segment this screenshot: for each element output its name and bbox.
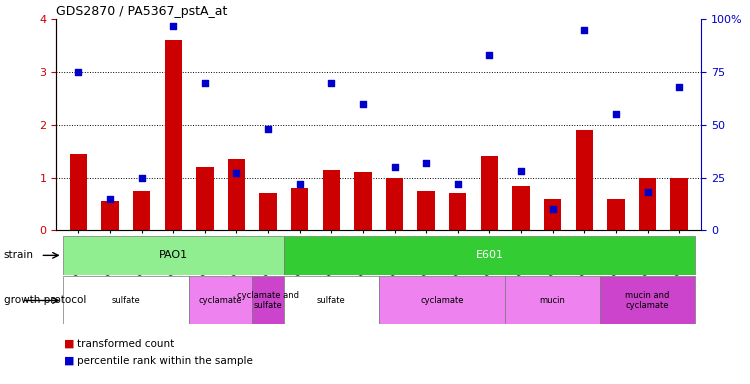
Text: GDS2870 / PA5367_pstA_at: GDS2870 / PA5367_pstA_at: [56, 5, 228, 18]
Point: [294, 181, 306, 187]
Bar: [481, 157, 498, 230]
Point: [230, 170, 242, 177]
Text: sulfate: sulfate: [317, 296, 346, 305]
Bar: [379, 276, 506, 324]
Bar: [252, 276, 284, 324]
Point: [641, 189, 653, 195]
Bar: [608, 199, 625, 230]
Text: PAO1: PAO1: [159, 250, 188, 260]
Bar: [101, 201, 118, 230]
Bar: [284, 236, 695, 275]
Point: [104, 196, 116, 202]
Text: cyclamate: cyclamate: [199, 296, 242, 305]
Bar: [449, 194, 466, 230]
Text: ■: ■: [64, 339, 78, 349]
Bar: [62, 276, 189, 324]
Point: [388, 164, 400, 170]
Point: [420, 160, 432, 166]
Point: [547, 206, 559, 212]
Bar: [544, 199, 561, 230]
Text: E601: E601: [476, 250, 503, 260]
Bar: [284, 276, 379, 324]
Point: [167, 23, 179, 29]
Bar: [512, 185, 529, 230]
Point: [262, 126, 274, 132]
Bar: [600, 276, 695, 324]
Bar: [164, 40, 182, 230]
Point: [673, 84, 685, 90]
Point: [452, 181, 464, 187]
Bar: [670, 177, 688, 230]
Point: [357, 101, 369, 107]
Bar: [260, 194, 277, 230]
Point: [136, 174, 148, 181]
Bar: [506, 276, 600, 324]
Bar: [639, 177, 656, 230]
Text: percentile rank within the sample: percentile rank within the sample: [77, 356, 253, 366]
Bar: [575, 130, 593, 230]
Point: [578, 27, 590, 33]
Point: [484, 52, 496, 58]
Point: [326, 79, 338, 86]
Bar: [228, 159, 245, 230]
Text: growth protocol: growth protocol: [4, 295, 86, 306]
Bar: [62, 236, 284, 275]
Text: cyclamate and
sulfate: cyclamate and sulfate: [237, 291, 299, 310]
Text: cyclamate: cyclamate: [420, 296, 464, 305]
Bar: [70, 154, 87, 230]
Point: [73, 69, 85, 75]
Bar: [418, 191, 435, 230]
Text: mucin: mucin: [540, 296, 566, 305]
Text: ■: ■: [64, 356, 78, 366]
Bar: [322, 170, 340, 230]
Point: [610, 111, 622, 118]
Text: strain: strain: [4, 250, 34, 260]
Point: [515, 168, 527, 174]
Bar: [291, 188, 308, 230]
Bar: [354, 172, 372, 230]
Bar: [386, 177, 404, 230]
Bar: [189, 276, 252, 324]
Text: transformed count: transformed count: [77, 339, 175, 349]
Text: mucin and
cyclamate: mucin and cyclamate: [626, 291, 670, 310]
Point: [199, 79, 211, 86]
Bar: [196, 167, 214, 230]
Text: sulfate: sulfate: [112, 296, 140, 305]
Bar: [133, 191, 150, 230]
